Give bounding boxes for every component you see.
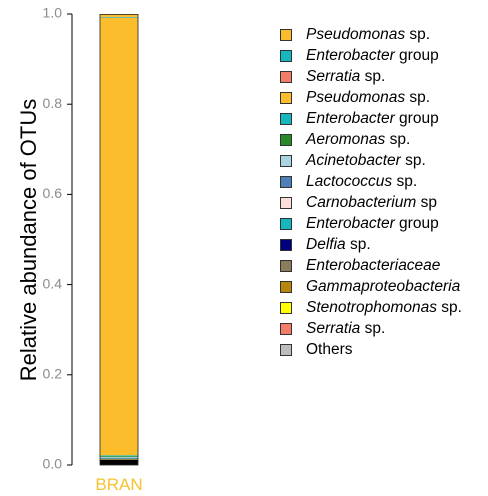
bar-outline (99, 14, 139, 466)
legend-taxon-name: Aeromonas (306, 130, 386, 148)
legend-label: Serratia sp. (306, 320, 385, 338)
legend-taxon-name: Carnobacterium (306, 193, 417, 211)
legend-taxon-name: Serratia (306, 67, 361, 85)
legend-item: Pseudomonas sp. (280, 24, 462, 45)
legend-suffix: sp. (360, 319, 386, 337)
legend-suffix: sp. (400, 151, 426, 169)
legend-taxon-name: Enterobacter (306, 109, 395, 127)
legend-item: Enterobacteriaceae (280, 255, 462, 276)
legend-taxon-name: Stenotrophomonas (306, 298, 437, 316)
legend-suffix: sp. (360, 67, 386, 85)
y-tick-label: 0.6 (43, 185, 63, 201)
legend-suffix: group (394, 109, 439, 127)
y-tick-label: 0.4 (43, 275, 63, 291)
legend-suffix: sp. (405, 88, 431, 106)
bar-segment (100, 457, 138, 459)
legend-swatch (280, 280, 292, 293)
legend-taxon-name: Lactococcus (306, 172, 393, 190)
bar-segment (100, 456, 138, 458)
legend-taxon-name: Pseudomonas (306, 25, 406, 43)
legend-taxon-name: Delfia (306, 235, 346, 253)
legend-swatch (280, 217, 292, 230)
legend-suffix: sp (416, 193, 437, 211)
legend-item: Lactococcus sp. (280, 171, 462, 192)
legend-suffix: Others (306, 340, 353, 358)
legend-item: Enterobacter group (280, 108, 462, 129)
legend-label: Gammaproteobacteria (306, 278, 460, 296)
legend-item: Acinetobacter sp. (280, 150, 462, 171)
legend-label: Acinetobacter sp. (306, 152, 426, 170)
legend: Pseudomonas sp. Enterobacter group Serrati… (280, 24, 462, 360)
legend-suffix: sp. (405, 25, 431, 43)
legend-swatch (280, 70, 292, 83)
legend-item: Serratia sp. (280, 318, 462, 339)
legend-suffix: sp. (436, 298, 462, 316)
y-axis-label: Relative abundance of OTUs (16, 99, 41, 382)
legend-swatch (280, 301, 292, 314)
legend-swatch (280, 154, 292, 167)
legend-taxon-name: Enterobacter (306, 46, 395, 64)
legend-label: Carnobacterium sp (306, 194, 437, 212)
legend-item: Pseudomonas sp. (280, 87, 462, 108)
legend-label: Delfia sp. (306, 236, 371, 254)
legend-item: Stenotrophomonas sp. (280, 297, 462, 318)
legend-taxon-name: Pseudomonas (306, 88, 406, 106)
legend-swatch (280, 133, 292, 146)
bar-segment (100, 459, 138, 465)
y-tick-label: 0.0 (43, 456, 63, 472)
legend-label: Enterobacter group (306, 110, 439, 128)
legend-label: Enterobacter group (306, 47, 439, 65)
legend-suffix: sp. (345, 235, 371, 253)
y-tick-label: 1.0 (43, 5, 63, 21)
legend-item: Aeromonas sp. (280, 129, 462, 150)
legend-swatch (280, 91, 292, 104)
legend-label: Pseudomonas sp. (306, 26, 430, 44)
legend-item: Enterobacter group (280, 45, 462, 66)
legend-suffix: sp. (385, 130, 411, 148)
legend-item: Enterobacter group (280, 213, 462, 234)
legend-suffix: sp. (392, 172, 418, 190)
legend-taxon-name: Enterobacteriaceae (306, 256, 441, 274)
legend-swatch (280, 343, 292, 356)
legend-swatch (280, 112, 292, 125)
legend-label: Stenotrophomonas sp. (306, 299, 462, 317)
legend-taxon-name: Serratia (306, 319, 361, 337)
legend-label: Aeromonas sp. (306, 131, 410, 149)
legend-swatch (280, 238, 292, 251)
bar-segment (100, 17, 138, 456)
stacked-bar (99, 14, 139, 466)
bar-segment (100, 455, 138, 457)
bar-segment (100, 16, 138, 18)
y-tick-label: 0.2 (43, 366, 63, 382)
bar-segment (100, 14, 138, 17)
legend-swatch (280, 259, 292, 272)
legend-item: Carnobacterium sp (280, 192, 462, 213)
legend-label: Others (306, 341, 353, 359)
legend-taxon-name: Enterobacter (306, 214, 395, 232)
legend-taxon-name: Gammaproteobacteria (306, 277, 461, 295)
legend-swatch (280, 322, 292, 335)
y-tick-label: 0.8 (43, 95, 63, 111)
legend-suffix: group (394, 46, 439, 64)
y-axis-ticks: 0.0 0.2 0.4 0.6 0.8 1.0 (43, 5, 72, 472)
legend-taxon-name: Acinetobacter (306, 151, 401, 169)
legend-label: Enterobacter group (306, 215, 439, 233)
legend-swatch (280, 49, 292, 62)
legend-swatch (280, 28, 292, 41)
legend-suffix: group (394, 214, 439, 232)
legend-item: Serratia sp. (280, 66, 462, 87)
x-tick-label: BRAN (95, 475, 142, 494)
legend-label: Enterobacteriaceae (306, 257, 440, 275)
legend-label: Lactococcus sp. (306, 173, 417, 191)
legend-label: Pseudomonas sp. (306, 89, 430, 107)
legend-swatch (280, 196, 292, 209)
legend-swatch (280, 175, 292, 188)
x-axis-labels: BRAN (95, 475, 142, 494)
legend-label: Serratia sp. (306, 68, 385, 86)
legend-item: Others (280, 339, 462, 360)
legend-item: Gammaproteobacteria (280, 276, 462, 297)
legend-item: Delfia sp. (280, 234, 462, 255)
